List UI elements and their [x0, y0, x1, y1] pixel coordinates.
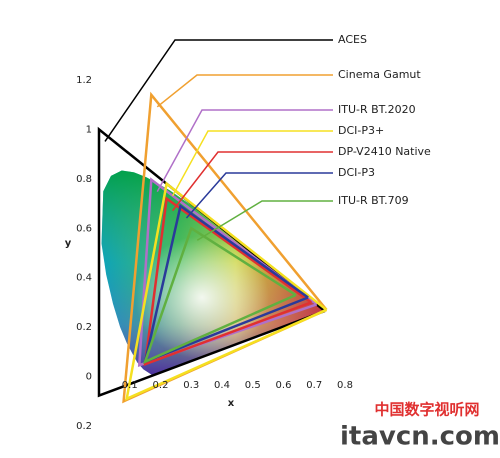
x-tick-label: 0.5	[245, 380, 261, 391]
y-axis-label: y	[65, 238, 72, 249]
legend-label: DCI-P3	[338, 166, 375, 179]
gamut-line	[142, 226, 297, 365]
watermark-site: 中国数字视听网	[374, 401, 479, 419]
watermark-domain: itavcn.com	[340, 422, 500, 452]
y-tick-label: 0.2	[76, 421, 92, 432]
legend-leader	[156, 74, 333, 108]
legend-leader	[156, 109, 333, 192]
legend-label: ACES	[338, 33, 367, 46]
gamut-line	[143, 196, 312, 367]
gamut-line	[143, 203, 309, 364]
legend-label: DP-V2410 Native	[338, 145, 431, 158]
legend-label: Cinema Gamut	[338, 68, 421, 81]
x-axis-label: x	[228, 398, 235, 409]
legend-label: ITU-R BT.2020	[338, 103, 416, 116]
y-tick-label: 1	[86, 124, 92, 135]
y-tick-label: 0.8	[76, 174, 92, 185]
gamut-line	[137, 177, 318, 367]
legend-leader	[104, 39, 333, 142]
x-tick-label: 0.2	[153, 380, 169, 391]
x-tick-label: 0.3	[183, 380, 199, 391]
legend-leader	[171, 130, 333, 197]
gamut-line	[125, 181, 328, 401]
y-tick-label: 0.6	[76, 223, 92, 234]
legend-leader	[172, 151, 333, 212]
legend-leader	[185, 172, 333, 219]
legend-leader	[196, 200, 333, 241]
y-tick-label: 1.2	[76, 75, 92, 86]
x-tick-label: 0.1	[122, 380, 138, 391]
legend-label: ITU-R BT.709	[338, 194, 409, 207]
y-tick-label: 0.4	[76, 273, 92, 284]
y-tick-label: 0	[86, 372, 92, 383]
legend-label: DCI-P3+	[338, 124, 384, 137]
plot	[97, 91, 328, 404]
x-tick-label: 0.7	[306, 380, 322, 391]
x-tick-label: 0.6	[276, 380, 292, 391]
y-tick-label: 0.2	[76, 322, 92, 333]
x-tick-label: 0.4	[214, 380, 230, 391]
x-tick-label: 0.8	[337, 380, 353, 391]
